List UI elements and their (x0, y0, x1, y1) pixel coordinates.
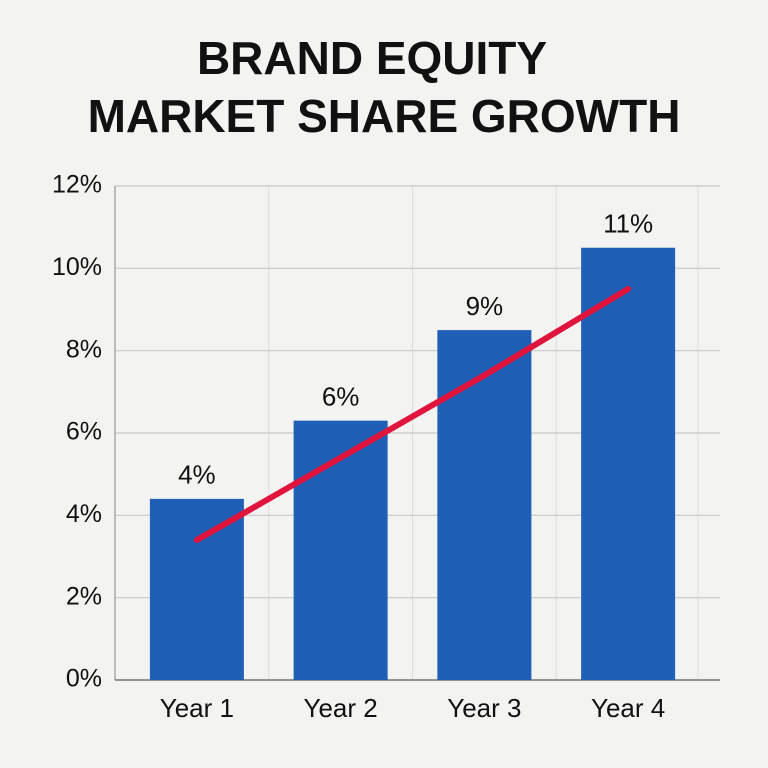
y-tick-label: 6% (66, 418, 102, 446)
y-tick-label: 0% (66, 665, 102, 693)
x-tick-label: Year 2 (304, 693, 378, 723)
value-label: 9% (466, 291, 504, 321)
value-label: 4% (178, 460, 216, 490)
chart-title: BRAND EQUITY (197, 32, 547, 84)
x-tick-label: Year 4 (591, 693, 665, 723)
y-tick-label: 2% (66, 582, 102, 610)
y-tick-label: 8% (66, 335, 102, 363)
bar (437, 330, 532, 680)
bar (581, 247, 676, 680)
bar (293, 420, 388, 680)
chart-title: MARKET SHARE GROWTH (88, 90, 681, 142)
x-tick-label: Year 1 (160, 693, 234, 723)
y-tick-label: 12% (52, 171, 102, 199)
y-tick-label: 4% (66, 500, 102, 528)
trend-line (193, 285, 632, 544)
bar (149, 498, 244, 680)
y-tick-label: 10% (52, 253, 102, 281)
value-label: 11% (603, 209, 653, 239)
x-tick-label: Year 3 (447, 693, 521, 723)
value-label: 6% (322, 382, 360, 412)
